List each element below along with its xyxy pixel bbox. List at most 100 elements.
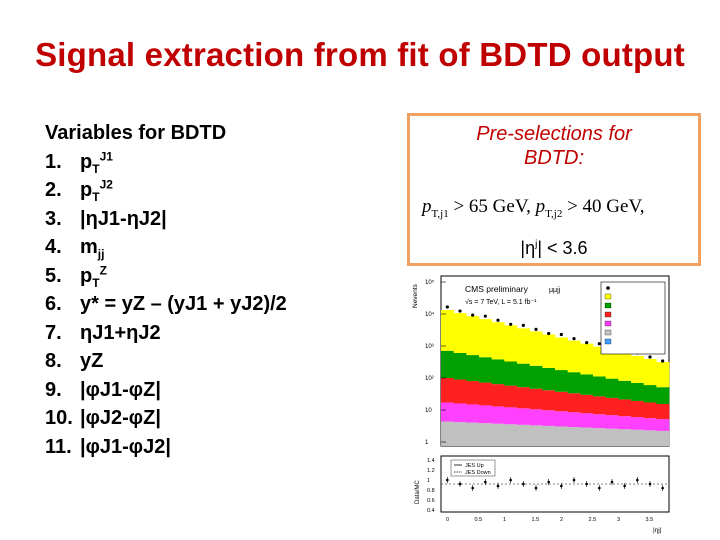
histogram-bar (618, 399, 632, 417)
histogram-bar (605, 378, 619, 398)
histogram-bar (491, 406, 505, 424)
ratio-point (496, 484, 500, 488)
histogram-bar (479, 405, 492, 424)
list-item: 10. |φJ2-φZ| (45, 407, 161, 429)
histogram-bar (504, 361, 518, 386)
preselection-title: Pre-selections for BDTD: (476, 123, 632, 169)
histogram-bar (656, 387, 670, 404)
histogram-bar (542, 367, 556, 391)
ratio-tick-label: 1 (427, 478, 430, 484)
x-tick-label: 0.5 (475, 517, 483, 523)
ratio-point (560, 484, 563, 488)
ratio-point (458, 482, 462, 486)
ratio-axis-label: Data/MC (415, 480, 421, 504)
histogram-bar (593, 414, 606, 429)
histogram-bar (466, 404, 480, 423)
histogram-bar (466, 422, 480, 446)
histogram-bar (453, 379, 467, 404)
histogram-bar (453, 313, 467, 353)
histogram-bar (517, 387, 530, 409)
y-axis-ticks: 10⁵ 10⁴ 10³ 10² 10 1 (425, 279, 446, 446)
list-item: 7. ηJ1+ηJ2 (45, 321, 161, 344)
histogram-bar (529, 409, 543, 426)
histogram-bar (555, 426, 568, 446)
ratio-point (648, 482, 652, 486)
histogram-bar (656, 419, 670, 431)
ratio-point (610, 480, 614, 484)
ratio-tick-label: 0.6 (427, 498, 435, 504)
data-point (483, 314, 487, 318)
histogram-bar (555, 391, 568, 412)
svg-text:JES Up: JES Up (465, 463, 484, 469)
plot-legend (600, 281, 666, 355)
histogram-bar (555, 411, 568, 427)
histogram-bar (567, 412, 581, 428)
ratio-tick-label: 1.2 (427, 468, 435, 474)
ratio-points (446, 477, 664, 491)
histogram-bar (618, 416, 632, 430)
x-tick-label: 2 (560, 517, 563, 523)
histogram-bar (491, 384, 505, 407)
histogram-bar (453, 422, 467, 446)
ratio-point (484, 480, 487, 484)
histogram-bar (441, 402, 454, 422)
histogram-bar (567, 393, 581, 413)
histogram-bar (593, 428, 606, 446)
histogram-bar (517, 408, 530, 425)
histogram-bar (618, 380, 632, 400)
ratio-point (572, 478, 576, 482)
histogram-bar (656, 404, 670, 420)
histogram-bar (643, 402, 657, 419)
ratio-point (598, 486, 601, 490)
histogram-bar (441, 421, 454, 446)
histogram-bar (517, 328, 530, 364)
ratio-legend: JES Up JES Down (450, 459, 496, 477)
histogram-bar (504, 325, 518, 362)
list-item: 3. |ηJ1-ηJ2| (45, 207, 167, 230)
histogram-bar (479, 357, 492, 383)
histogram-bar (529, 365, 543, 389)
histogram-bar (631, 417, 644, 430)
histogram-bar (567, 427, 581, 446)
data-point (597, 342, 601, 346)
histogram-bar (542, 390, 556, 411)
histogram-bar (605, 428, 619, 446)
ratio-point (636, 478, 639, 482)
ratio-point (585, 482, 588, 486)
histogram-bar (567, 372, 581, 394)
preselection-eta-cut: |ηj| < 3.6 (520, 238, 588, 258)
y-tick-label: 10⁴ (425, 311, 435, 318)
histogram-bar (479, 319, 492, 358)
x-tick-label: 3.5 (646, 517, 654, 523)
y-tick-label: 10³ (425, 344, 434, 350)
list-item: 11. |φJ1-φJ2| (45, 435, 171, 458)
ratio-point (661, 486, 664, 490)
ratio-point (522, 482, 525, 486)
x-axis-ticks: 0 0.5 1 1.5 2 2.5 3 3.5 (446, 517, 653, 523)
histogram-bar (643, 358, 657, 386)
ratio-tick-label: 1.4 (427, 458, 435, 464)
data-point (471, 313, 475, 317)
histogram-bar (656, 430, 670, 446)
histogram-bar (580, 427, 594, 446)
histogram-bar (504, 407, 518, 425)
list-item: 2. pTJ2 (45, 177, 113, 204)
histogram-bar (580, 374, 594, 395)
preselection-pt-cuts: pT,j1 > 65 GeV, pT,j2 > 40 GeV, (422, 196, 645, 220)
histogram-stack (441, 310, 670, 446)
histogram-bar (491, 423, 505, 446)
histogram-bar (479, 382, 492, 406)
data-point (585, 341, 589, 345)
ratio-point (471, 486, 474, 490)
ratio-point (623, 484, 626, 488)
list-item: 4. mjj (45, 236, 105, 261)
y-axis-label: Nevents (412, 283, 419, 308)
cms-label: CMS preliminary (465, 284, 529, 294)
histogram-bar (580, 343, 594, 375)
svg-text:JES Down: JES Down (465, 470, 491, 476)
histogram-bar (555, 337, 568, 371)
histogram-bar (618, 352, 632, 381)
x-axis-label: |ηj| (653, 527, 662, 534)
y-tick-label: 1 (425, 440, 429, 446)
